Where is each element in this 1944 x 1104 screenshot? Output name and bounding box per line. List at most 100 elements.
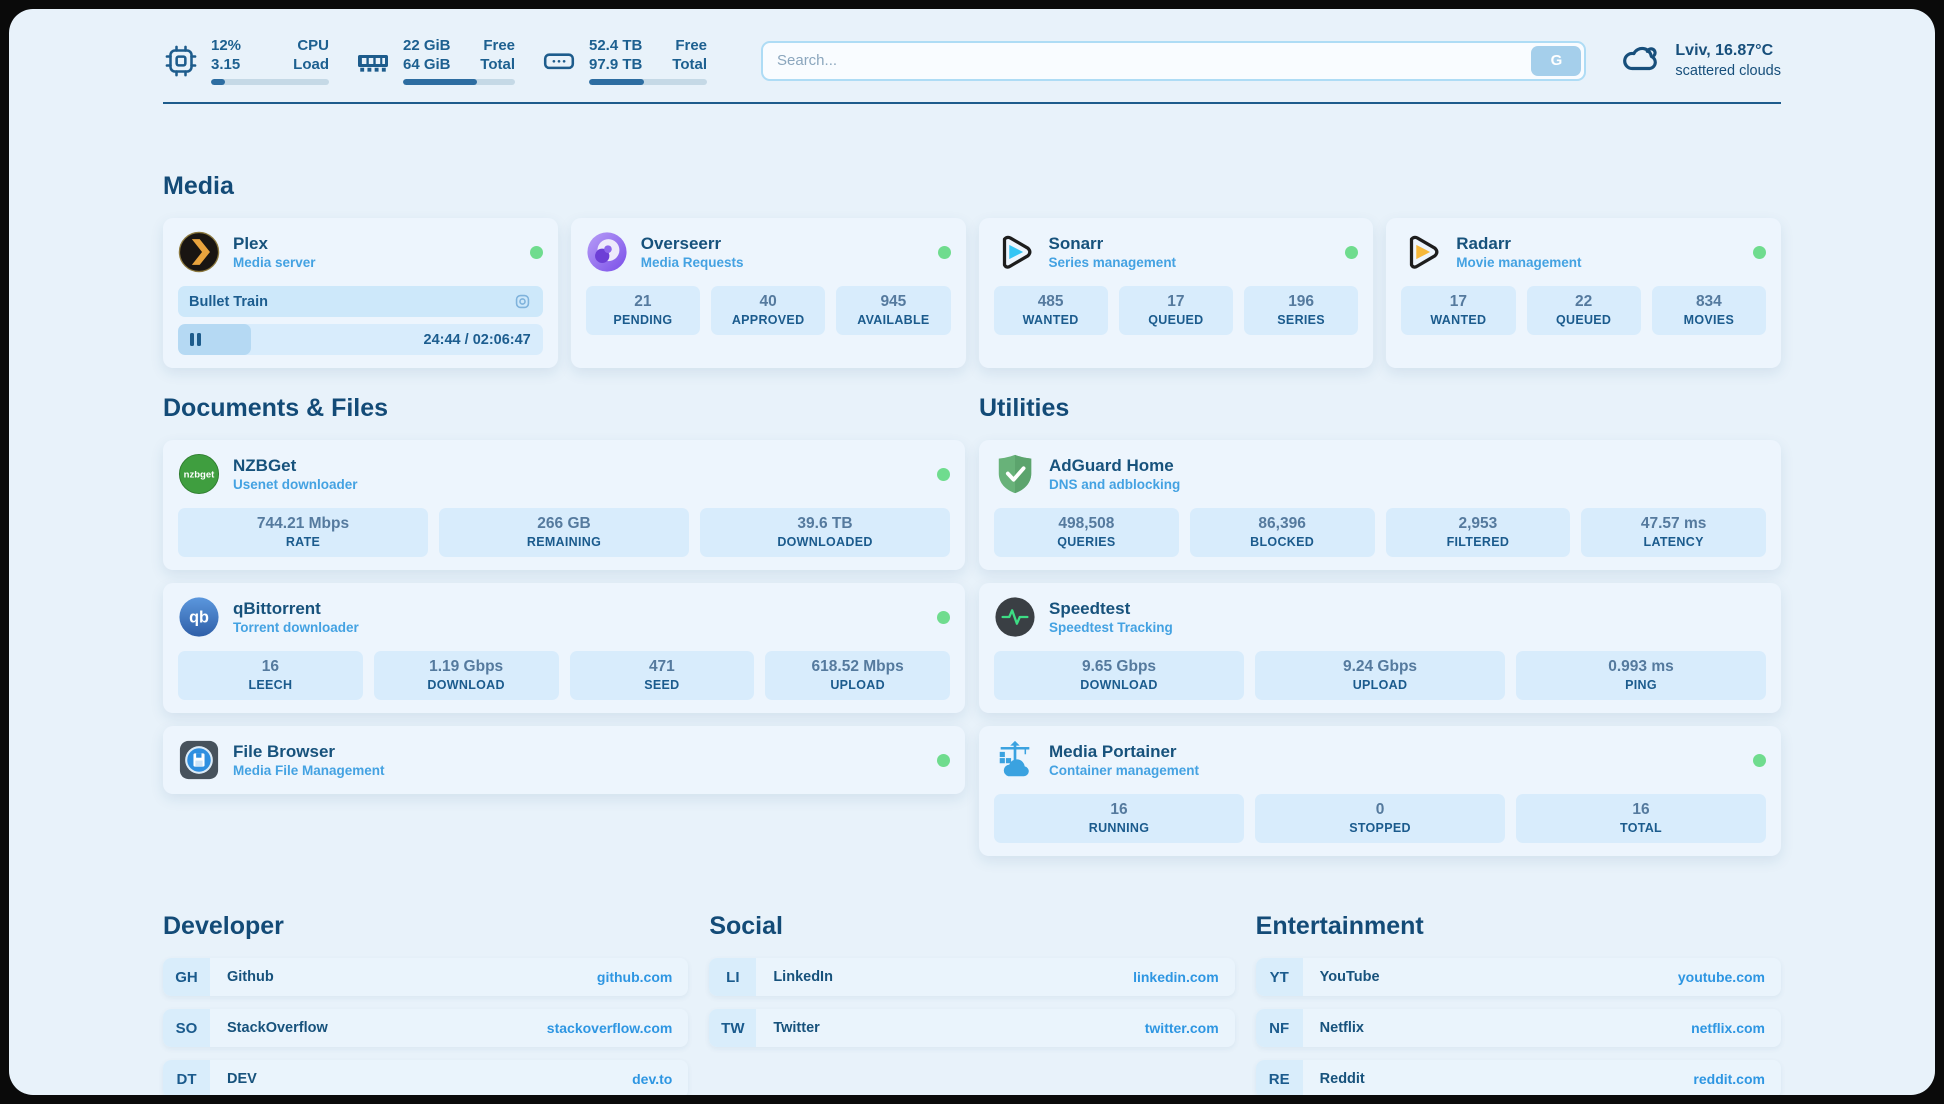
nzbget-icon: nzbget	[178, 453, 220, 495]
app-subtitle: DNS and adblocking	[1049, 476, 1181, 492]
app-title: File Browser	[233, 741, 336, 761]
stat-label: STOPPED	[1349, 821, 1411, 835]
stat-label: BLOCKED	[1250, 535, 1315, 549]
section-title-social: Social	[709, 912, 783, 940]
speedtest-icon	[994, 596, 1036, 638]
app-card-overseerr[interactable]: Overseerr Media Requests 21 PENDING 40 A…	[570, 218, 966, 368]
bookmark-stackoverflow[interactable]: SO StackOverflow stackoverflow.com	[163, 1009, 689, 1047]
bookmark-badge: RE	[1255, 1060, 1303, 1095]
app-card-qbittorrent[interactable]: qb qBittorrent Torrent downloader 16 LEE…	[163, 583, 965, 713]
stat-label: DOWNLOADED	[777, 535, 873, 549]
stat-value: 40	[759, 293, 777, 310]
bookmark-badge: LI	[709, 958, 757, 996]
bookmark-url: youtube.com	[1677, 969, 1765, 985]
app-card-nzbget[interactable]: nzbget NZBGet Usenet downloader 744.21 M…	[163, 440, 965, 570]
bookmark-group-social: Social LI LinkedIn linkedin.com TW Twitt…	[709, 912, 1235, 1095]
stat-box: 17 WANTED	[1401, 286, 1516, 335]
memory-stat: 22 GiB Free 64 GiB Total	[355, 36, 515, 85]
disk-free-value: 52.4 TB	[589, 37, 643, 54]
stat-value: 471	[648, 658, 675, 675]
app-title: AdGuard Home	[1049, 455, 1174, 475]
playback-progress-fill	[178, 324, 251, 355]
bookmark-name: DEV	[227, 1071, 257, 1087]
sonarr-icon	[994, 231, 1036, 273]
filebrowser-icon	[178, 739, 220, 781]
stat-value: 9.24 Gbps	[1342, 658, 1418, 675]
bookmark-linkedin[interactable]: LI LinkedIn linkedin.com	[709, 958, 1235, 996]
stat-label: RATE	[285, 535, 321, 549]
status-indicator	[1345, 245, 1359, 259]
stat-box: 1.19 Gbps DOWNLOAD	[373, 651, 559, 700]
bookmark-netflix[interactable]: NF Netflix netflix.com	[1255, 1009, 1781, 1047]
app-title: Speedtest	[1049, 598, 1131, 618]
memory-free-value: 22 GiB	[403, 37, 451, 54]
stat-box: 618.52 Mbps UPLOAD	[765, 651, 950, 700]
app-title: Radarr	[1456, 233, 1512, 253]
bookmark-url: netflix.com	[1691, 1020, 1765, 1036]
stat-value: 16	[1110, 801, 1128, 818]
stat-value: 9.65 Gbps	[1081, 658, 1157, 675]
stat-value: 39.6 TB	[797, 515, 853, 532]
bookmark-youtube[interactable]: YT YouTube youtube.com	[1255, 958, 1781, 996]
disk-free-label: Free	[675, 37, 707, 54]
bookmark-twitter[interactable]: TW Twitter twitter.com	[709, 1009, 1235, 1047]
stat-box: 9.24 Gbps UPLOAD	[1255, 651, 1505, 700]
app-title: qBittorrent	[233, 598, 321, 618]
bookmark-badge: TW	[709, 1009, 757, 1047]
bookmark-name: Twitter	[773, 1020, 820, 1036]
app-card-adguard[interactable]: AdGuard Home DNS and adblocking 498,508 …	[979, 440, 1781, 570]
disk-total-value: 97.9 TB	[589, 56, 643, 73]
memory-total-value: 64 GiB	[403, 56, 451, 73]
stat-value: 1.19 Gbps	[429, 658, 504, 675]
weather-location-temp: Lviv, 16.87°C	[1675, 41, 1774, 59]
app-subtitle: Usenet downloader	[233, 476, 358, 492]
section-title-developer: Developer	[163, 912, 284, 940]
app-subtitle: Media server	[233, 254, 316, 270]
stat-value: 16	[261, 658, 279, 675]
bookmark-reddit[interactable]: RE Reddit reddit.com	[1255, 1060, 1781, 1095]
cloud-icon	[1620, 37, 1662, 84]
bookmark-url: dev.to	[632, 1071, 673, 1087]
stat-box: 86,396 BLOCKED	[1189, 508, 1375, 557]
app-subtitle: Torrent downloader	[233, 619, 359, 635]
playback-progress: 24:44 / 02:06:47	[178, 324, 543, 355]
app-card-sonarr[interactable]: Sonarr Series management 485 WANTED 17 Q…	[978, 218, 1374, 368]
app-card-portainer[interactable]: Media Portainer Container management 16 …	[979, 726, 1781, 856]
stat-label: LATENCY	[1643, 535, 1704, 549]
status-indicator	[937, 753, 950, 767]
bookmark-name: Netflix	[1319, 1020, 1364, 1036]
app-card-filebrowser[interactable]: File Browser Media File Management	[163, 726, 965, 794]
bookmark-badge: GH	[163, 958, 210, 996]
playback-time: 24:44 / 02:06:47	[423, 331, 531, 348]
search-input[interactable]	[777, 52, 1529, 69]
ram-icon	[355, 43, 391, 79]
status-indicator	[1753, 753, 1766, 767]
stat-label: QUEUED	[1555, 313, 1612, 327]
status-indicator	[937, 467, 950, 481]
stat-box: 16 RUNNING	[994, 794, 1244, 843]
memory-progress-bar	[403, 79, 515, 85]
stat-label: APPROVED	[731, 313, 805, 327]
search-bar: G	[761, 40, 1587, 81]
cpu-icon	[163, 43, 199, 79]
app-card-speedtest[interactable]: Speedtest Speedtest Tracking 9.65 Gbps D…	[979, 583, 1781, 713]
stat-value: 266 GB	[537, 515, 591, 532]
app-subtitle: Media File Management	[233, 762, 385, 778]
search-provider-button[interactable]: G	[1531, 45, 1582, 76]
stat-label: UPLOAD	[830, 678, 885, 692]
weather-widget: Lviv, 16.87°C scattered clouds	[1620, 37, 1781, 84]
stat-box: 16 TOTAL	[1516, 794, 1766, 843]
stat-label: QUERIES	[1057, 535, 1116, 549]
disk-icon	[541, 43, 577, 79]
bookmark-dev[interactable]: DT DEV dev.to	[163, 1060, 689, 1095]
bookmark-name: LinkedIn	[773, 969, 833, 985]
app-card-plex[interactable]: Plex Media server Bullet Train 24:44 / 0…	[163, 218, 558, 368]
cpu-load-label: Load	[293, 56, 329, 73]
app-card-radarr[interactable]: Radarr Movie management 17 WANTED 22 QUE…	[1386, 218, 1781, 368]
bookmark-github[interactable]: GH Github github.com	[163, 958, 689, 996]
stat-value: 196	[1288, 293, 1315, 310]
stat-label: LEECH	[248, 678, 293, 692]
cpu-load-value: 3.15	[211, 56, 241, 73]
stat-box: 40 APPROVED	[711, 286, 826, 335]
